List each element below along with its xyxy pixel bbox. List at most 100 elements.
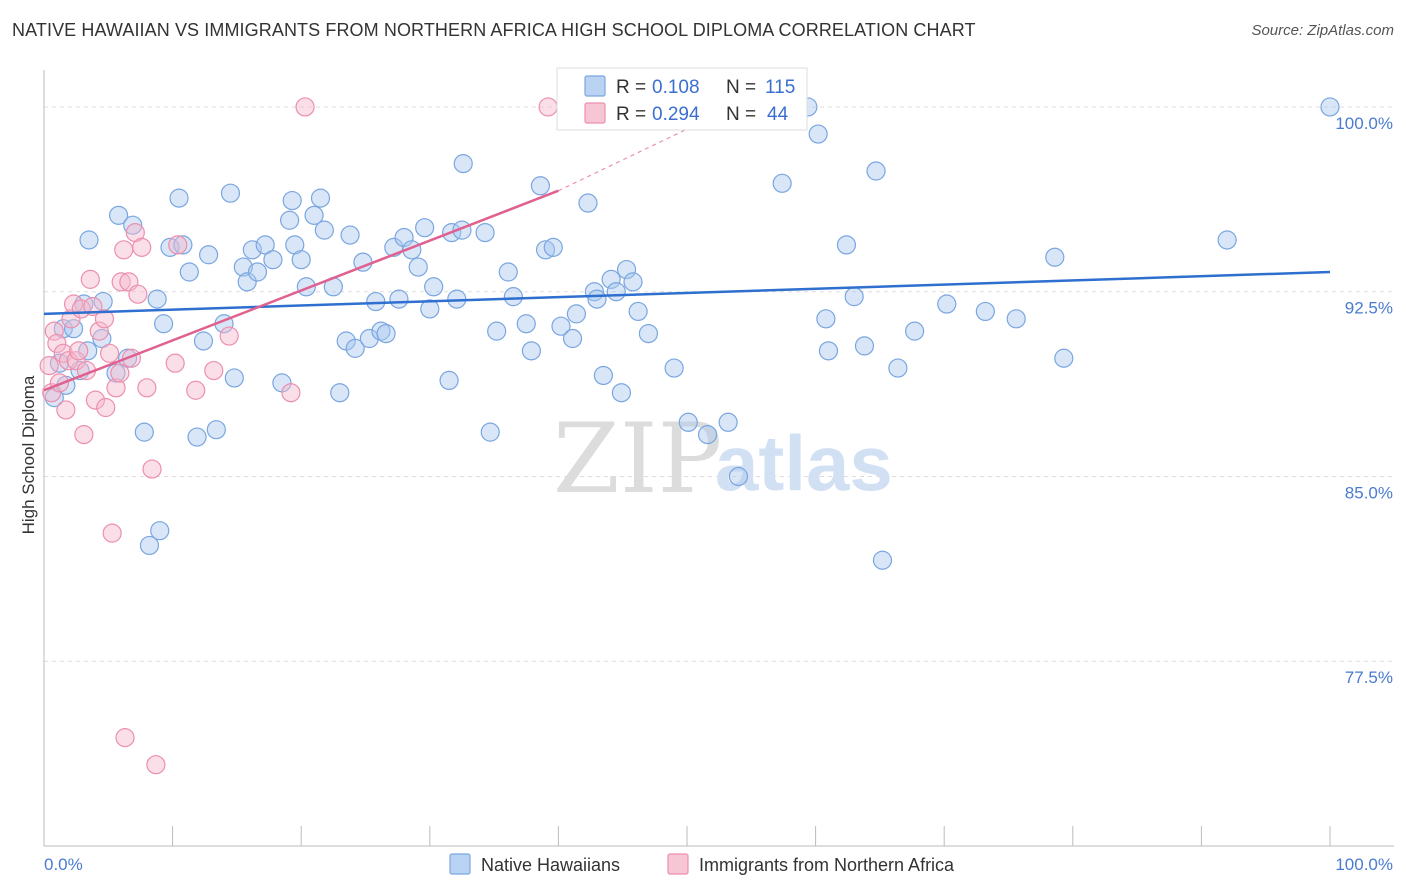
point-native-hawaiian — [616, 259, 637, 280]
point-native-hawaiian — [937, 294, 957, 314]
point-native-hawaiian — [79, 230, 99, 250]
point-native-hawaiian — [255, 235, 275, 255]
point-northern-africa — [80, 269, 100, 289]
point-native-hawaiian — [1054, 348, 1074, 368]
point-native-hawaiian — [888, 358, 908, 378]
point-native-hawaiian — [844, 287, 864, 307]
point-native-hawaiian — [480, 422, 500, 442]
point-northern-africa — [132, 237, 152, 257]
correlation-legend: R = 0.108 N = 115 R = 0.294 N = 44 — [556, 67, 808, 131]
point-native-hawaiian — [854, 336, 875, 356]
point-northern-africa — [111, 272, 131, 292]
point-northern-africa — [69, 341, 89, 361]
point-northern-africa — [89, 321, 109, 341]
point-northern-africa — [128, 284, 148, 304]
source-label: Source: ZipAtlas.com — [1251, 22, 1394, 39]
point-northern-africa — [295, 97, 315, 117]
legend-swatch-blue — [584, 75, 606, 97]
point-northern-africa — [44, 321, 64, 341]
point-native-hawaiian — [543, 237, 563, 257]
point-native-hawaiian — [975, 301, 995, 322]
bottom-legend-label-blue: Native Hawaiians — [481, 855, 620, 875]
series-legend: Native Hawaiians Immigrants from Norther… — [449, 853, 955, 875]
legend-r-value-1: 0.108 — [652, 77, 700, 98]
point-northern-africa — [56, 400, 76, 420]
point-native-hawaiian — [242, 240, 262, 260]
point-native-hawaiian — [263, 250, 283, 270]
point-native-hawaiian — [408, 257, 428, 277]
point-native-hawaiian — [376, 323, 396, 344]
bottom-legend-swatch-blue — [449, 853, 471, 875]
point-native-hawaiian — [503, 287, 523, 307]
point-native-hawaiian — [371, 321, 391, 341]
point-native-hawaiian — [718, 412, 738, 432]
point-native-hawaiian — [389, 289, 409, 309]
point-native-hawaiian — [187, 427, 207, 447]
legend-r-label-1: R = — [616, 77, 646, 98]
point-northern-africa — [186, 380, 206, 400]
chart-title: NATIVE HAWAIIAN VS IMMIGRANTS FROM NORTH… — [12, 20, 976, 40]
series-northern-africa-points — [39, 97, 558, 775]
point-native-hawaiian — [247, 262, 268, 282]
point-northern-africa — [58, 351, 79, 371]
point-native-hawaiian — [280, 210, 300, 230]
point-native-hawaiian — [562, 328, 583, 349]
point-native-hawaiian — [808, 124, 828, 144]
point-native-hawaiian — [134, 422, 154, 442]
watermark-zip: ZIP — [553, 403, 722, 515]
trend-line-native-hawaiians — [43, 270, 1331, 316]
point-native-hawaiian — [578, 193, 598, 213]
x-tick-label-max: 100.0% — [1335, 855, 1393, 874]
y-tick-label: 77.5% — [1345, 668, 1393, 687]
bottom-legend-label-pink: Immigrants from Northern Africa — [699, 855, 955, 875]
point-native-hawaiian — [92, 328, 112, 349]
point-native-hawaiian — [123, 215, 143, 235]
point-native-hawaiian — [872, 550, 893, 570]
x-axis-ticks — [43, 826, 1331, 846]
point-native-hawaiian — [818, 341, 839, 361]
point-native-hawaiian — [498, 262, 518, 282]
point-native-hawaiian — [566, 304, 587, 324]
point-native-hawaiian — [587, 289, 607, 309]
point-native-hawaiian — [233, 257, 253, 277]
legend-n-label-1: N = — [726, 77, 756, 98]
point-native-hawaiian — [836, 235, 857, 255]
point-native-hawaiian — [44, 388, 64, 408]
point-northern-africa — [137, 378, 157, 398]
point-northern-africa — [96, 397, 116, 418]
point-native-hawaiian — [678, 412, 698, 432]
legend-n-label-2: N = — [726, 104, 756, 125]
x-tick-label-min: 0.0% — [44, 855, 83, 874]
point-native-hawaiian — [439, 370, 459, 390]
y-tick-label: 92.5% — [1345, 299, 1393, 318]
point-native-hawaiian — [179, 262, 199, 282]
point-native-hawaiian — [424, 277, 444, 297]
point-native-hawaiian — [199, 245, 219, 265]
point-northern-africa — [110, 363, 130, 383]
point-native-hawaiian — [366, 291, 386, 312]
point-northern-africa — [39, 356, 59, 376]
point-native-hawaiian — [606, 282, 626, 302]
point-northern-africa — [204, 360, 224, 381]
point-native-hawaiian — [453, 154, 473, 174]
point-native-hawaiian — [516, 314, 536, 334]
y-axis-title: High School Diploma — [19, 375, 38, 534]
point-native-hawaiian — [593, 365, 614, 386]
point-northern-africa — [281, 383, 301, 403]
point-native-hawaiian — [475, 222, 495, 243]
point-native-hawaiian — [1217, 230, 1237, 250]
point-native-hawaiian — [638, 323, 659, 344]
point-native-hawaiian — [220, 183, 241, 203]
point-northern-africa — [94, 309, 115, 329]
point-native-hawaiian — [304, 205, 324, 225]
point-native-hawaiian — [1320, 97, 1340, 117]
point-northern-africa — [47, 333, 67, 354]
point-native-hawaiian — [93, 291, 113, 312]
point-native-hawaiian — [340, 225, 360, 245]
point-native-hawaiian — [530, 176, 550, 196]
point-native-hawaiian — [206, 420, 226, 440]
point-native-hawaiian — [153, 314, 174, 334]
point-native-hawaiian — [139, 535, 160, 556]
point-native-hawaiian — [772, 173, 792, 193]
